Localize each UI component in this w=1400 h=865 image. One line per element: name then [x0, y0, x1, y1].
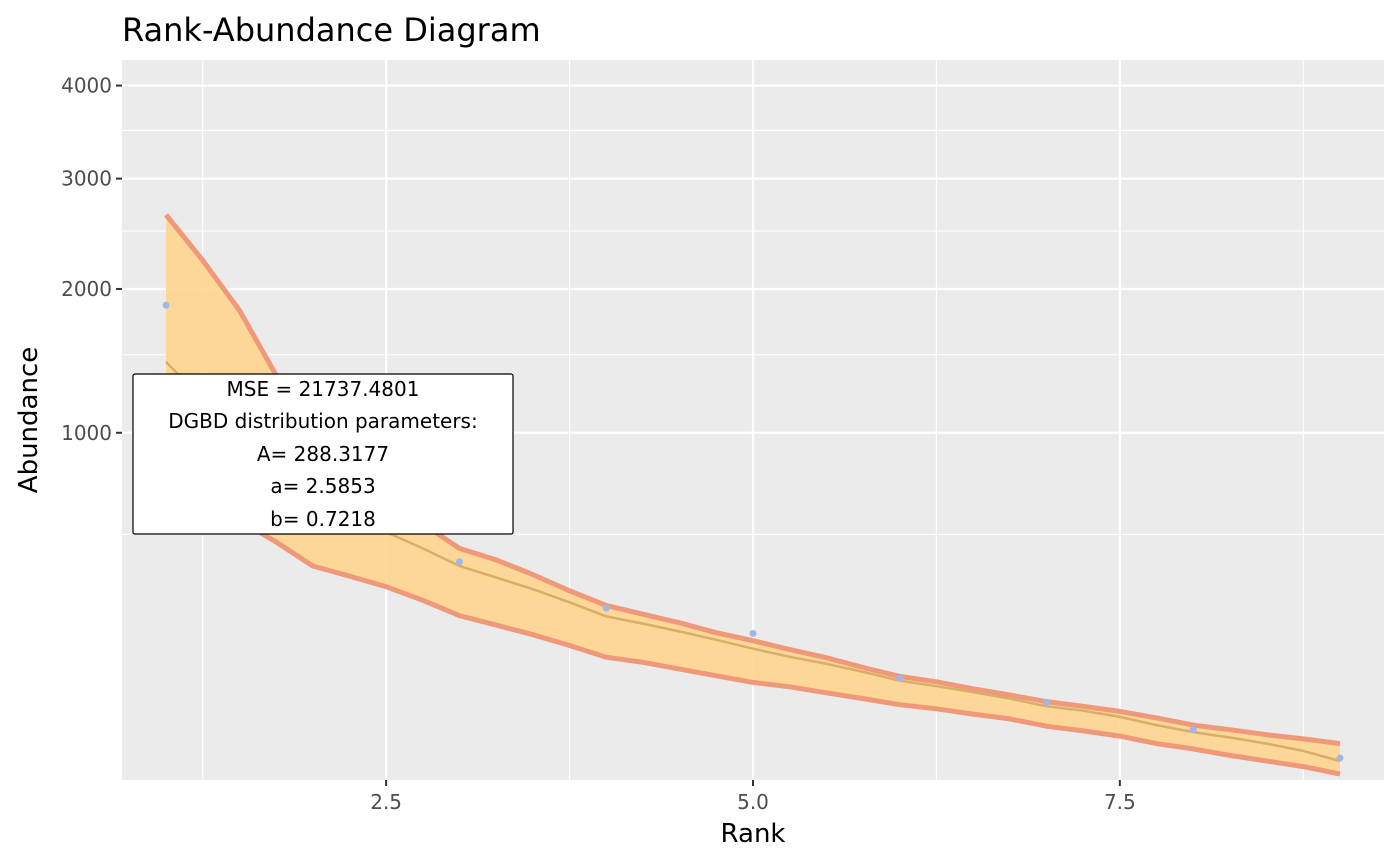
y-tick-label: 3000: [61, 167, 112, 191]
data-point: [1189, 726, 1197, 734]
chart-title: Rank-Abundance Diagram: [122, 11, 541, 49]
annotation-heading: DGBD distribution parameters:: [168, 409, 477, 433]
y-tick-label: 1000: [61, 421, 112, 445]
data-point: [162, 301, 170, 309]
y-tick-label: 2000: [61, 277, 112, 301]
confidence-ribbon: [166, 214, 1340, 775]
axes: 2.5 5.0 7.5 1000 2000 3000 4000: [61, 74, 1136, 814]
data-point: [1042, 698, 1050, 706]
annotation-frame: [132, 373, 514, 535]
data-point: [1336, 754, 1344, 762]
annotation-mse: MSE = 21737.4801: [227, 377, 420, 401]
y-tick-label: 4000: [61, 74, 112, 98]
annotation-param-A: A= 288.3177: [257, 442, 389, 466]
x-axis-title: Rank: [721, 819, 786, 849]
annotation-param-b: b= 0.7218: [270, 507, 376, 531]
x-tick-label: 5.0: [737, 790, 769, 814]
x-tick-label: 7.5: [1104, 790, 1136, 814]
data-point: [749, 630, 757, 638]
data-point: [456, 558, 464, 566]
x-tick-label: 2.5: [370, 790, 402, 814]
y-axis-title: Abundance: [14, 347, 44, 493]
annotation-param-a: a= 2.5853: [270, 474, 375, 498]
data-point: [602, 604, 610, 612]
annotation-box: MSE = 21737.4801 DGBD distribution param…: [132, 373, 514, 535]
data-point: [896, 674, 904, 682]
ribbon-lower-line: [164, 477, 1341, 777]
